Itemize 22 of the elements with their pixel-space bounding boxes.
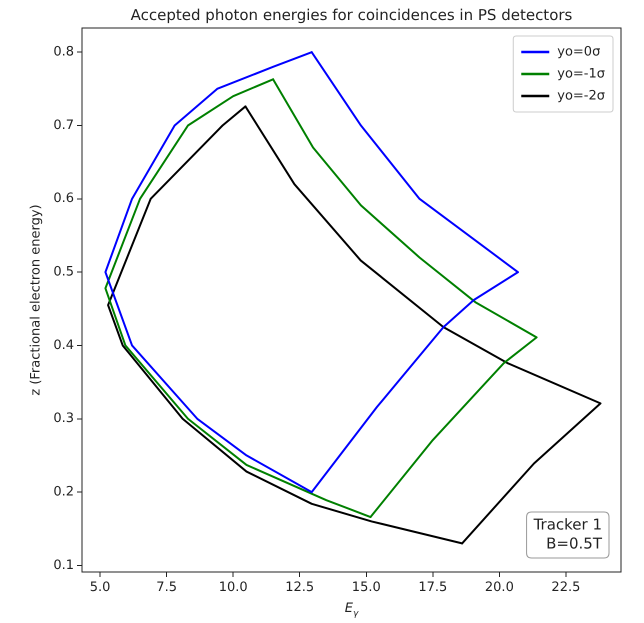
- y-tick-label: 0.7: [53, 118, 74, 133]
- x-tick-label: 12.5: [285, 580, 314, 596]
- y-tick-label: 0.5: [53, 264, 74, 280]
- x-tick-label: 17.5: [418, 580, 448, 596]
- x-tick-label: 10.0: [218, 580, 248, 596]
- y-axis-title: z (Fractional electron energy): [28, 204, 44, 396]
- x-tick-label: 22.5: [551, 580, 580, 596]
- x-tick-label: 20.0: [484, 580, 514, 596]
- y-tick-label: 0.2: [53, 484, 74, 500]
- x-tick-label: 15.0: [352, 580, 381, 596]
- legend-label: yo=-2σ: [557, 88, 606, 104]
- annotation: Tracker 1 B=0.5T: [532, 515, 603, 552]
- chart-title: Accepted photon energies for coincidences in PS detectors: [130, 6, 573, 24]
- x-tick-label: 5.0: [90, 580, 110, 596]
- y-tick-label: 0.4: [53, 338, 74, 353]
- y-tick-label: 0.6: [53, 191, 74, 206]
- legend-label: yo=0σ: [557, 44, 600, 60]
- y-tick-label: 0.8: [53, 44, 74, 60]
- legend-label: yo=-1σ: [557, 66, 606, 82]
- y-tick-label: 0.1: [53, 558, 74, 573]
- y-tick-label: 0.3: [53, 411, 74, 426]
- x-tick-label: 7.5: [156, 580, 177, 596]
